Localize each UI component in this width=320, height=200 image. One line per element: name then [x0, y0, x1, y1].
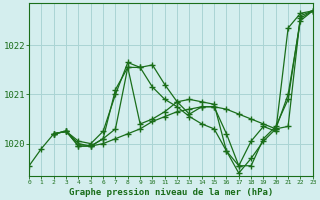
X-axis label: Graphe pression niveau de la mer (hPa): Graphe pression niveau de la mer (hPa) [69, 188, 273, 197]
